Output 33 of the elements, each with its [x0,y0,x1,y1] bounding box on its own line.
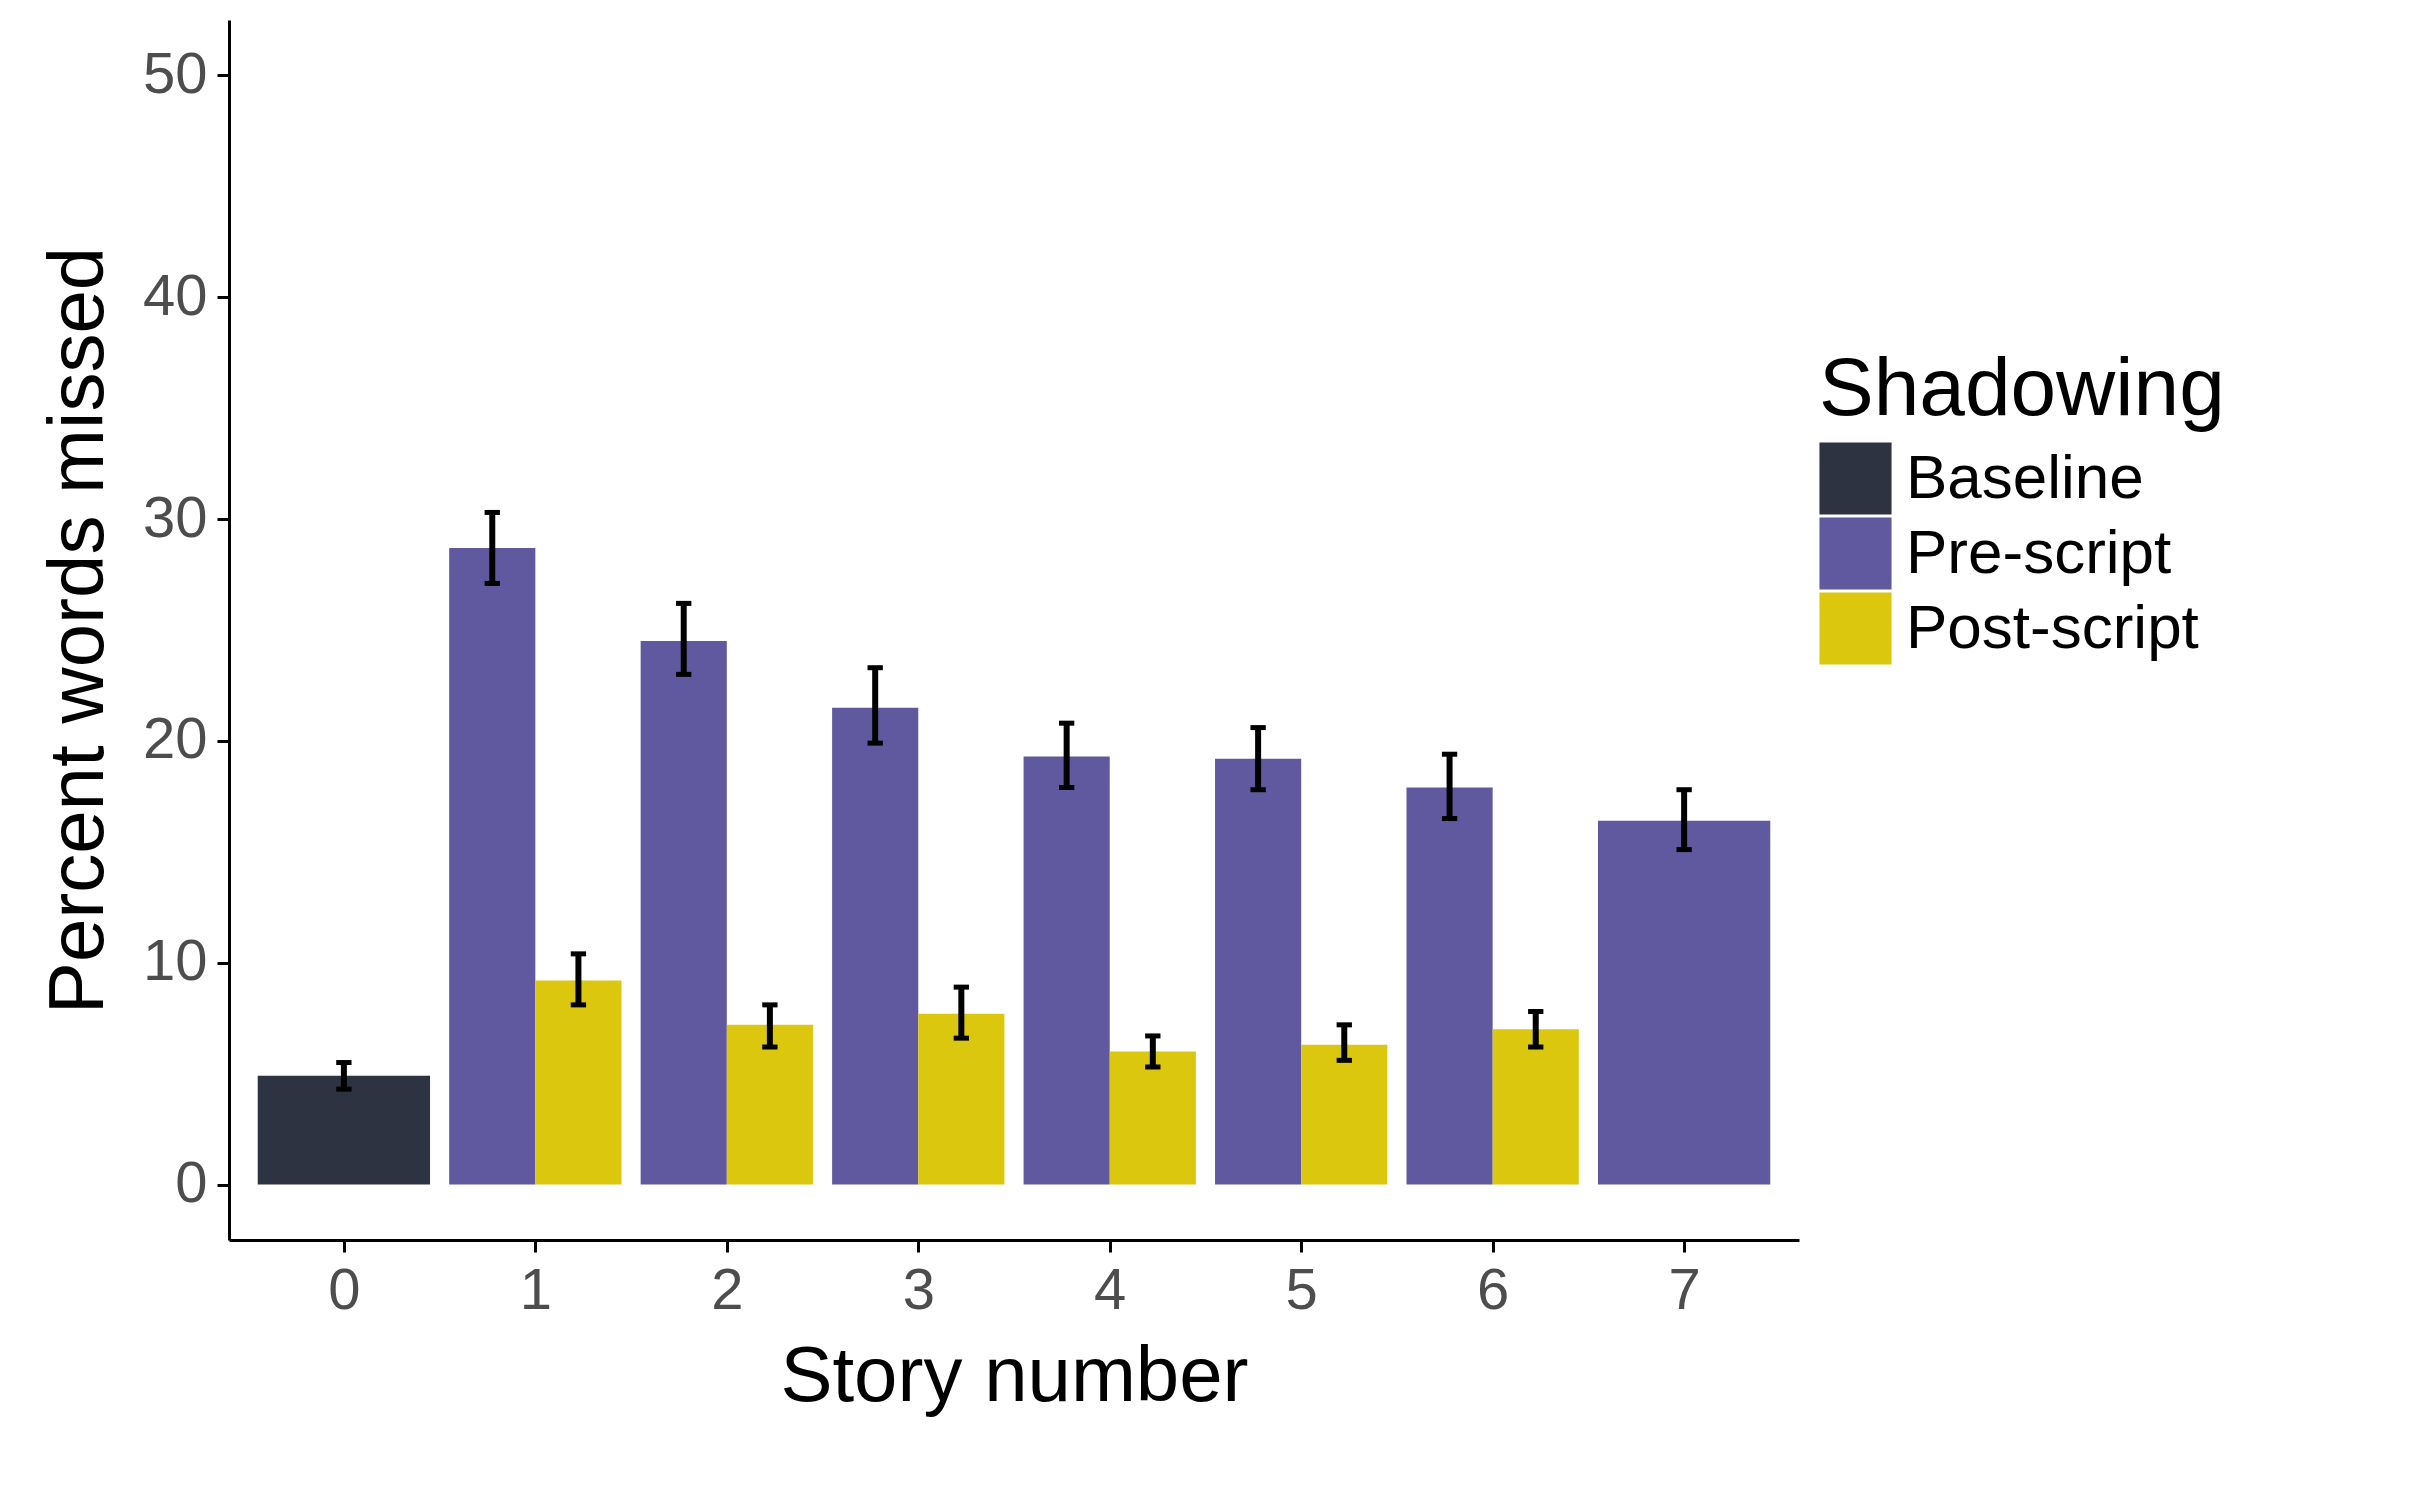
bar [832,707,919,1185]
bar [1492,1029,1579,1185]
legend-label: Baseline [1906,441,2144,511]
y-axis-title: Percent words missed [31,246,120,1015]
legend-title: Shadowing [1819,341,2225,432]
y-tick-label: 20 [142,705,208,771]
x-tick-label: 0 [328,1255,361,1321]
y-tick-label: 40 [142,261,208,327]
y-tick-label: 30 [142,483,208,549]
bar [1023,756,1110,1185]
bar [1215,758,1302,1185]
y-tick-label: 0 [175,1149,208,1215]
bar [726,1024,813,1185]
legend-label: Post-script [1906,591,2199,661]
bar [449,547,536,1185]
bar [918,1013,1005,1185]
bar [1109,1051,1196,1185]
x-tick-label: 1 [519,1255,552,1321]
bar [640,641,727,1185]
bar [1406,787,1493,1185]
x-axis-title: Story number [780,1329,1249,1418]
x-tick-label: 6 [1477,1255,1510,1321]
x-tick-label: 7 [1668,1255,1701,1321]
x-tick-label: 4 [1094,1255,1127,1321]
bar [1301,1044,1388,1185]
bar [257,1075,431,1185]
x-tick-label: 3 [902,1255,935,1321]
x-tick-label: 5 [1285,1255,1318,1321]
y-tick-label: 50 [142,39,208,105]
legend-label: Pre-script [1906,516,2172,586]
y-tick-label: 10 [142,927,208,993]
bar [535,980,622,1185]
x-tick-label: 2 [711,1255,744,1321]
